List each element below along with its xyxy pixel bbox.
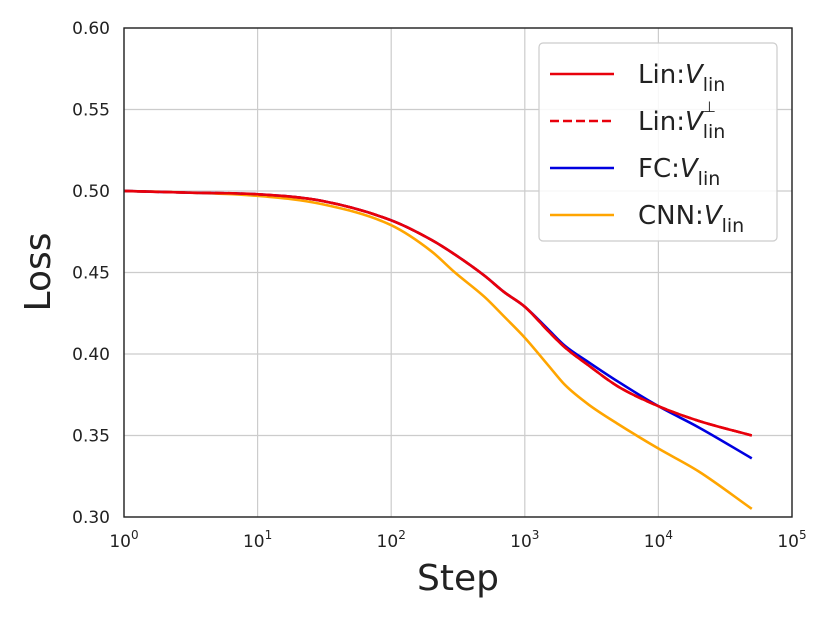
series-lines <box>123 189 753 510</box>
legend-label-1: Lin:Vlin⊥ <box>638 98 725 143</box>
legend-box <box>538 42 778 242</box>
legend-label-0: Lin:Vlin <box>638 60 725 96</box>
x-tick-labels: 100 101 102 103 104 105 <box>109 528 806 552</box>
y-tick-labels: 0.30 0.35 0.40 0.45 0.50 0.55 0.60 <box>72 19 110 528</box>
x-tick-label: 103 <box>510 528 539 552</box>
y-tick-label: 0.30 <box>72 508 110 528</box>
y-axis-label: Loss <box>18 233 59 312</box>
y-tick-label: 0.55 <box>72 101 110 121</box>
y-tick-label: 0.50 <box>72 182 110 202</box>
legend-label-3: CNN:Vlin <box>638 201 744 237</box>
plot-frame <box>123 27 793 518</box>
y-tick-label: 0.35 <box>72 427 110 447</box>
y-tick-label: 0.60 <box>72 19 110 39</box>
y-tick-label: 0.40 <box>72 345 110 365</box>
legend-label-2: FC:Vlin <box>638 154 720 190</box>
y-tick-label: 0.45 <box>72 264 110 284</box>
x-tick-label: 101 <box>243 528 272 552</box>
x-tick-label: 104 <box>644 528 673 552</box>
series-line-1 <box>123 189 753 437</box>
x-tick-label: 105 <box>777 528 806 552</box>
x-tick-label: 102 <box>377 528 406 552</box>
series-line-3 <box>123 189 753 510</box>
x-tick-label: 100 <box>109 528 138 552</box>
x-axis-label: Step <box>417 558 499 599</box>
